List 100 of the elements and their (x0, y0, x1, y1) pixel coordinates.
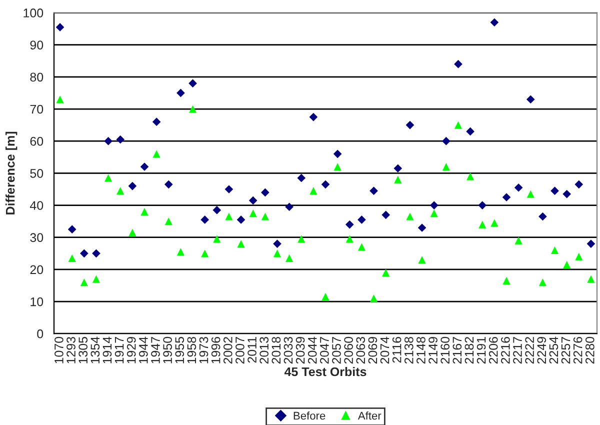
x-tick-label: 2216 (501, 336, 510, 364)
point (273, 240, 282, 248)
point (152, 150, 160, 158)
point (394, 164, 402, 173)
x-tick-label: 2148 (416, 336, 426, 364)
y-tick-label: 10 (30, 297, 44, 306)
x-tick-label: 2167 (452, 337, 462, 364)
point (309, 112, 318, 122)
y-tick-label: 80 (30, 72, 44, 82)
point (575, 252, 583, 260)
point (128, 182, 137, 190)
point (164, 180, 173, 189)
x-tick-label: 1305 (78, 336, 88, 364)
point (298, 235, 306, 243)
point (442, 162, 450, 171)
x-tick-label: 2013 (260, 336, 269, 364)
x-tick-label: 2057 (332, 337, 341, 364)
point (442, 136, 450, 146)
point (188, 79, 197, 88)
point (430, 209, 438, 218)
x-tick-label: 2007 (236, 337, 244, 364)
x-tick-label: 2044 (308, 336, 317, 364)
y-tick-label: 90 (30, 40, 44, 50)
point (358, 243, 366, 251)
point (382, 210, 390, 220)
y-tick-label: 30 (30, 233, 44, 242)
point (273, 250, 282, 258)
x-tick-label: 2039 (296, 336, 305, 364)
point (56, 96, 64, 104)
x-tick-label: 2249 (537, 336, 546, 364)
x-tick-label: 2149 (428, 336, 438, 364)
x-tick-label: 1070 (54, 336, 64, 364)
point (310, 187, 318, 195)
point (261, 212, 269, 220)
point (188, 105, 197, 113)
x-tick-label: 1293 (66, 336, 76, 364)
x-tick-label: 2063 (356, 336, 366, 364)
x-tick-label: 1944 (139, 336, 148, 364)
y-tick-label: 50 (30, 168, 44, 178)
x-tick-label: 2074 (380, 336, 390, 364)
point (333, 150, 342, 158)
point (346, 235, 354, 243)
x-tick-label: 2018 (272, 336, 281, 364)
point (213, 235, 221, 243)
x-tick-label: 2138 (404, 336, 414, 364)
x-tick-label: 2116 (392, 336, 402, 363)
legend-label: After (358, 412, 382, 420)
point (562, 190, 571, 198)
point (454, 121, 462, 129)
x-tick-label: 2206 (488, 336, 498, 364)
point (322, 292, 330, 301)
point (526, 95, 535, 104)
point (237, 240, 245, 248)
x-axis-title: 45 Test Orbits (284, 366, 366, 376)
x-tick-label: 2160 (440, 336, 450, 364)
x-tick-label: 2002 (223, 337, 232, 364)
x-tick-label: 2191 (476, 337, 486, 364)
point (249, 209, 257, 218)
point (285, 254, 294, 262)
point (454, 60, 462, 68)
point (80, 249, 88, 258)
x-tick-label: 2060 (344, 336, 353, 364)
point (92, 275, 100, 283)
x-tick-label: 1917 (114, 337, 124, 364)
x-tick-label: 1914 (102, 336, 112, 364)
point (514, 236, 522, 244)
x-tick-label: 1929 (126, 336, 136, 364)
point (248, 196, 258, 205)
y-tick-label: 20 (30, 265, 44, 274)
x-tick-label: 2033 (284, 336, 293, 364)
x-tick-label: 2069 (368, 336, 378, 364)
point (56, 23, 64, 32)
point (140, 208, 148, 216)
point (345, 220, 354, 229)
point (176, 248, 185, 256)
point (502, 276, 510, 284)
point (224, 185, 234, 194)
point (116, 135, 125, 144)
point (586, 240, 596, 248)
point (538, 278, 547, 286)
point (406, 212, 414, 220)
x-tick-label: 2011 (248, 337, 256, 363)
point (394, 176, 402, 184)
point (236, 216, 246, 224)
legend-label: Before (294, 412, 326, 420)
point (212, 206, 222, 214)
point (92, 249, 100, 258)
point (550, 186, 559, 196)
y-tick-label: 100 (24, 8, 44, 18)
point (418, 224, 426, 232)
x-tick-label: 2222 (525, 337, 534, 364)
point (514, 183, 523, 192)
point (478, 201, 487, 210)
point (104, 174, 112, 182)
point (321, 180, 330, 189)
point (490, 219, 498, 227)
point (587, 275, 595, 283)
point (466, 172, 474, 180)
point (430, 201, 438, 210)
x-tick-label: 2217 (513, 337, 522, 364)
